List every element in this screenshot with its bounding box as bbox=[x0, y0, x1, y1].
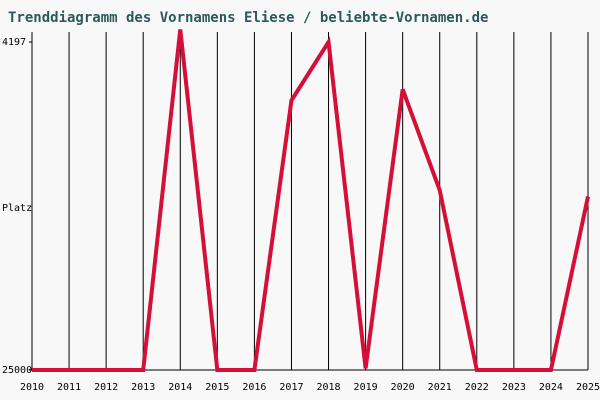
y-axis-label: Platz bbox=[2, 203, 32, 214]
x-tick-label: 2010 bbox=[20, 382, 44, 393]
x-tick-label: 2012 bbox=[94, 382, 118, 393]
x-tick-label: 2013 bbox=[131, 382, 155, 393]
trend-line bbox=[32, 29, 590, 372]
x-tick-label: 2015 bbox=[205, 382, 229, 393]
x-tick-label: 2024 bbox=[539, 382, 563, 393]
x-tick-label: 2019 bbox=[354, 382, 378, 393]
x-tick-label: 2022 bbox=[465, 382, 489, 393]
x-tick-label: 2025 bbox=[576, 382, 600, 393]
x-tick-label: 2023 bbox=[502, 382, 526, 393]
x-tick-label: 2016 bbox=[242, 382, 266, 393]
x-tick-label: 2017 bbox=[279, 382, 303, 393]
y-tick-label: 25000 bbox=[2, 365, 32, 376]
x-tick-label: 2018 bbox=[316, 382, 340, 393]
x-tick-label: 2011 bbox=[57, 382, 81, 393]
chart-title: Trenddiagramm des Vornamens Eliese / bel… bbox=[8, 10, 488, 26]
x-tick-label: 2020 bbox=[391, 382, 415, 393]
x-tick-label: 2021 bbox=[428, 382, 452, 393]
y-tick-label: 4197 bbox=[2, 37, 26, 48]
x-tick-label: 2014 bbox=[168, 382, 192, 393]
